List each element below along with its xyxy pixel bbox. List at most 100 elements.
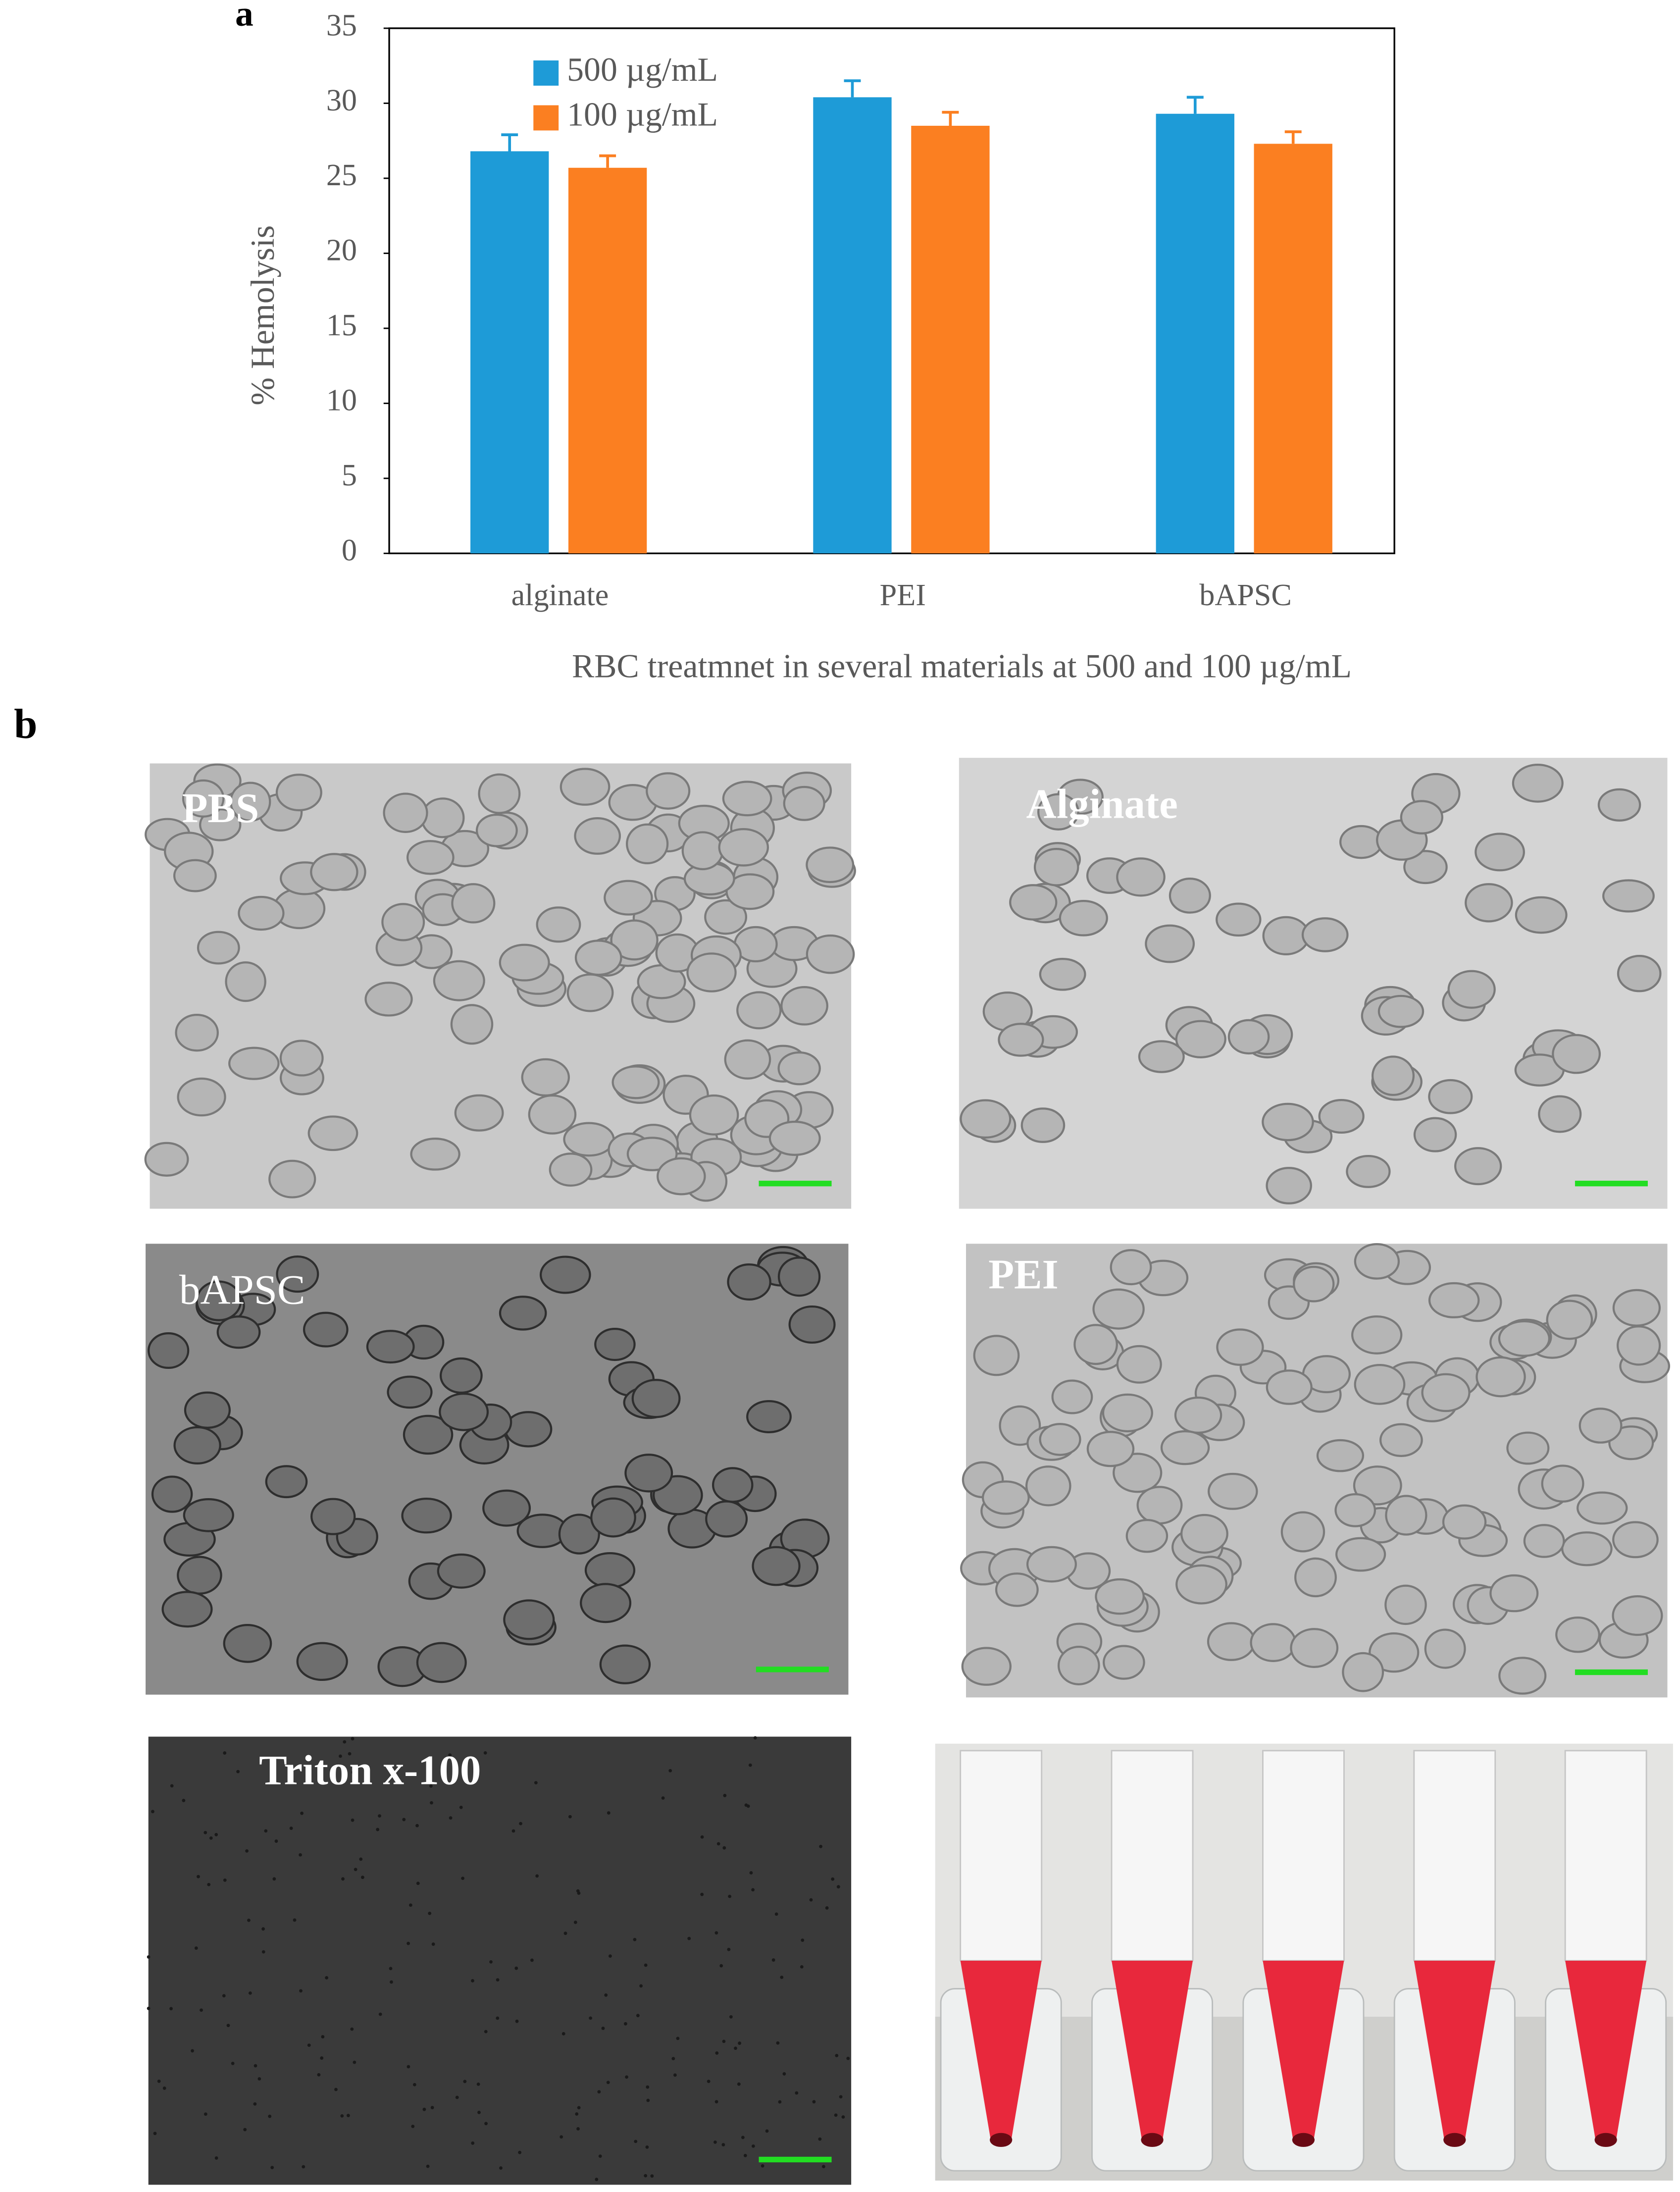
cell (626, 1137, 678, 1171)
panel-label: a (235, 0, 254, 33)
speck (428, 1911, 432, 1915)
cell (724, 1039, 771, 1080)
speck (707, 2080, 711, 2084)
cell (1102, 1393, 1153, 1433)
cell (1136, 1486, 1183, 1525)
speck (589, 2016, 593, 2020)
cell (1009, 884, 1058, 921)
speck (673, 2073, 677, 2077)
speck (534, 1781, 538, 1784)
speck (535, 1874, 539, 1878)
cell (1216, 902, 1262, 937)
cell (1428, 1079, 1473, 1114)
bar (911, 125, 990, 554)
cell (736, 991, 782, 1030)
speck (734, 2046, 737, 2050)
cell (1103, 1645, 1145, 1680)
x-axis-title: RBC treatmnet in several materials at 50… (572, 648, 1352, 685)
cell (183, 1498, 234, 1532)
cell (1039, 957, 1086, 991)
speck (214, 2156, 218, 2160)
cell (144, 1142, 189, 1177)
speck (496, 1978, 500, 1982)
cell (705, 1500, 748, 1538)
cell (1334, 1493, 1376, 1527)
cell (387, 1375, 433, 1409)
cell (1546, 1300, 1593, 1340)
cell (780, 986, 828, 1026)
speck (634, 2140, 638, 2143)
scale-bar (759, 1181, 832, 1187)
micrograph-label: bAPSC (179, 1267, 305, 1313)
speck (459, 1806, 463, 1809)
speck (841, 2115, 845, 2119)
cell (961, 1647, 1012, 1686)
cell (1552, 1034, 1601, 1074)
cell (450, 1004, 494, 1045)
speck (780, 1976, 784, 1979)
speck (376, 1827, 380, 1831)
speck (661, 1796, 665, 1800)
cell (403, 1414, 454, 1455)
speck (226, 2024, 230, 2028)
cell (276, 1255, 319, 1293)
cell (646, 772, 691, 810)
cell (303, 1311, 349, 1348)
cell (175, 1014, 219, 1052)
y-tick-label: 10 (326, 384, 357, 418)
cell (1026, 1546, 1077, 1583)
speck (636, 2014, 640, 2018)
cell (1476, 1356, 1526, 1398)
speck (412, 2083, 416, 2087)
speck (577, 2106, 581, 2110)
cell (594, 1327, 636, 1361)
micrograph-label: Triton x-100 (259, 1747, 481, 1793)
y-axis-title: % Hemolysis (244, 225, 281, 406)
cell (560, 768, 611, 806)
cell (1506, 1431, 1550, 1465)
cell (454, 1094, 504, 1132)
cell (1318, 1098, 1365, 1134)
speck (650, 2174, 654, 2178)
speck (339, 1754, 342, 1758)
speck (499, 2166, 503, 2170)
cell (148, 1332, 190, 1369)
cell (1116, 1345, 1162, 1384)
cell (1523, 1524, 1565, 1558)
cell (1489, 1574, 1539, 1613)
speck (511, 1829, 515, 1833)
speck (795, 2091, 799, 2095)
cell (279, 1040, 324, 1077)
speck (353, 2060, 356, 2064)
speck (801, 1938, 805, 1942)
legend-label: 500 µg/mL (567, 51, 718, 88)
cell (1339, 825, 1383, 859)
error-bar (1284, 130, 1302, 144)
tube-liquid (960, 1960, 1042, 2143)
speck (231, 2061, 235, 2065)
speck (320, 2056, 324, 2060)
cell (223, 1624, 272, 1663)
cell (722, 781, 772, 817)
speck (307, 2043, 311, 2047)
cell (216, 1315, 261, 1349)
cell (381, 903, 425, 941)
speck (719, 1964, 723, 1968)
speck (668, 1769, 672, 1773)
speck (471, 1979, 474, 1983)
speck (293, 1918, 297, 1922)
cell (1498, 1657, 1547, 1695)
cell (689, 1094, 739, 1136)
cell (1262, 1102, 1314, 1142)
speck (716, 1842, 720, 1846)
cell (196, 1280, 242, 1321)
speck (170, 1784, 174, 1788)
speck (272, 1877, 276, 1881)
cell (1342, 1652, 1384, 1692)
cell (806, 846, 855, 884)
speck (253, 2102, 257, 2106)
error-bar (1186, 96, 1204, 114)
speck (422, 2107, 426, 2111)
cell (475, 813, 518, 847)
